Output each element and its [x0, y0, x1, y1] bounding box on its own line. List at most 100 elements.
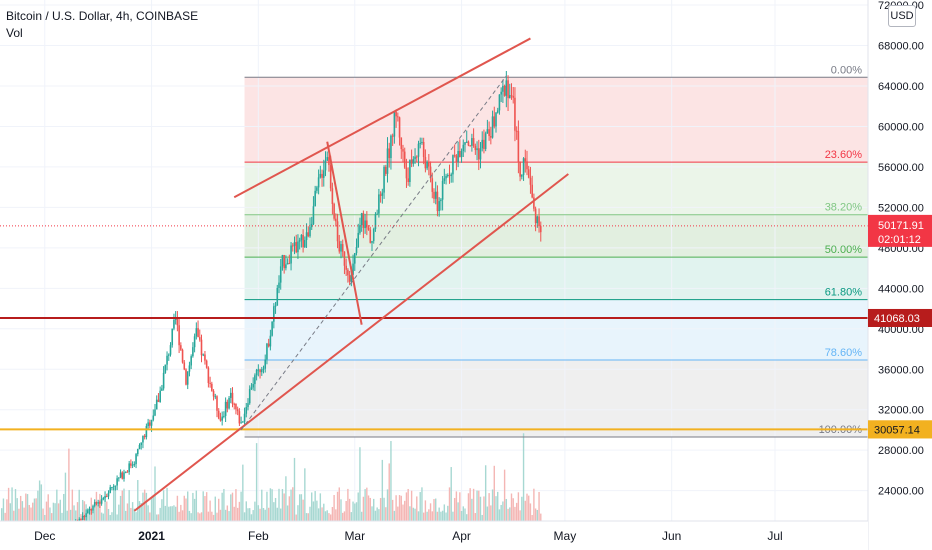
volume-bar	[121, 490, 123, 521]
volume-bar	[462, 506, 464, 521]
candle-body	[116, 478, 118, 486]
time-tick-label: Apr	[452, 529, 471, 543]
candle-body	[97, 502, 99, 504]
candle-body	[159, 390, 161, 403]
time-tick-label: Dec	[34, 529, 55, 543]
candle-body	[434, 191, 437, 199]
volume-bar	[533, 488, 535, 521]
candle-body	[433, 191, 435, 199]
volume-bar	[95, 491, 98, 521]
volume-bar	[348, 498, 351, 521]
price-tick-label: 68000.00	[878, 41, 924, 53]
volume-bar	[510, 493, 513, 521]
volume-bar	[317, 508, 320, 521]
volume-bar	[185, 498, 187, 521]
time-axis[interactable]: Dec 2021 Feb Mar Apr May Jun Jul	[0, 520, 868, 550]
candle-body	[493, 116, 496, 127]
volume-bar	[18, 508, 20, 521]
candle-body	[379, 194, 382, 196]
candle-body	[286, 263, 289, 265]
volume-indicator-label[interactable]: Vol	[6, 26, 23, 40]
volume-bar	[168, 506, 170, 521]
volume-bar	[143, 489, 146, 521]
candle-body	[260, 369, 263, 373]
volume-bar	[304, 468, 306, 521]
volume-bar	[447, 505, 449, 521]
candle-body	[310, 223, 313, 228]
candle-body	[395, 111, 397, 117]
volume-bar	[180, 504, 182, 521]
candle-body	[217, 410, 220, 419]
volume-bar	[73, 505, 75, 521]
volume-bar	[460, 510, 463, 521]
candle-body	[180, 345, 182, 350]
volume-bar	[30, 507, 32, 521]
candle-body	[123, 472, 125, 479]
candle-body	[490, 136, 492, 138]
candle-body	[291, 245, 294, 247]
symbol-title[interactable]: Bitcoin / U.S. Dollar, 4h, COINBASE	[6, 9, 199, 23]
volume-bar	[28, 504, 30, 521]
candle-body	[104, 495, 106, 499]
volume-bar	[218, 498, 220, 521]
volume-bar	[157, 514, 160, 521]
volume-bar	[50, 513, 53, 521]
candle-body	[481, 139, 484, 149]
candle-body	[176, 317, 179, 326]
candle-body	[319, 173, 322, 178]
candle-body	[422, 141, 425, 158]
volume-bar	[359, 447, 361, 521]
volume-bar	[259, 508, 261, 521]
price-tag	[868, 308, 932, 327]
candle-body	[324, 160, 327, 171]
volume-bar	[123, 488, 125, 521]
volume-bar	[242, 464, 244, 521]
volume-bar	[476, 490, 478, 521]
candle-body	[536, 216, 539, 224]
volume-bar	[11, 487, 13, 521]
volume-bar	[324, 511, 327, 521]
candle-body	[445, 175, 447, 179]
volume-bar	[233, 506, 235, 521]
trend-line	[133, 173, 569, 512]
volume-bar	[438, 507, 440, 521]
candle-body	[336, 221, 339, 242]
volume-bar	[512, 498, 514, 521]
candle-body	[417, 143, 420, 157]
volume-bar	[274, 497, 277, 521]
fib-zone	[244, 257, 869, 300]
volume-bar	[47, 494, 49, 521]
volume-bar	[83, 501, 86, 521]
candle-body	[81, 515, 84, 521]
volume-bar	[450, 467, 452, 521]
candle-body	[161, 388, 163, 391]
volume-bar	[188, 510, 191, 521]
volume-bar	[364, 489, 366, 521]
volume-bar	[371, 506, 373, 521]
candle-body	[285, 264, 287, 269]
volume-bar	[323, 503, 325, 521]
volume-bar	[133, 508, 136, 521]
candle-body	[539, 226, 542, 233]
volume-bar	[329, 514, 332, 521]
candle-body	[503, 85, 506, 96]
candle-body	[360, 213, 363, 226]
trend-line	[326, 141, 363, 325]
volume-bar	[193, 498, 196, 521]
volume-bar	[261, 489, 263, 521]
price-axis[interactable]: 24000.0028000.0032000.0036000.0040000.00…	[867, 0, 932, 550]
volume-bar	[216, 512, 218, 521]
volume-bar	[414, 508, 416, 521]
candle-body	[143, 435, 146, 438]
volume-bar	[16, 498, 18, 521]
volume-bar	[56, 489, 58, 521]
candle-body	[109, 487, 112, 493]
volume-bar	[469, 488, 471, 521]
currency-button[interactable]: USD	[888, 5, 916, 27]
volume-bar	[405, 492, 408, 521]
candle-body	[197, 328, 199, 338]
volume-bar	[269, 488, 272, 521]
price-tag-label: 30057.14	[874, 424, 920, 436]
fib-trend-line	[240, 75, 507, 431]
